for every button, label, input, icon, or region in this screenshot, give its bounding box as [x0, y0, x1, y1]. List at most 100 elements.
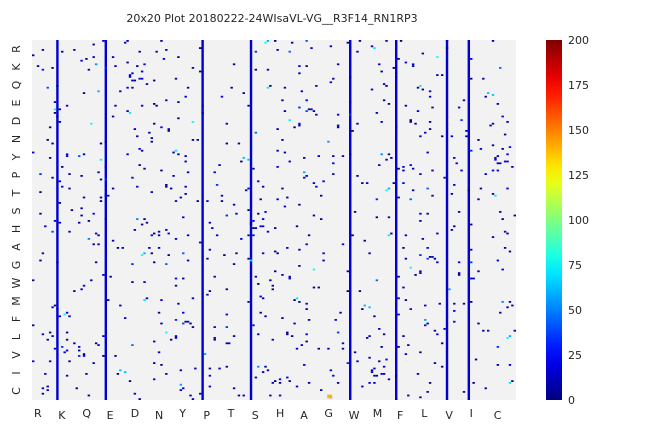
heatmap-cell: [179, 369, 183, 372]
heatmap-cell: [506, 121, 509, 123]
heatmap-cell: [305, 340, 308, 343]
heatmap-cell: [436, 232, 439, 235]
heatmap-cell: [73, 342, 76, 345]
heatmap-cell: [496, 155, 500, 157]
heatmap-cell: [385, 189, 388, 192]
heatmap-cell: [281, 187, 284, 190]
heatmap-cell: [254, 131, 258, 134]
heatmap-cell: [126, 153, 129, 156]
heatmap-cell: [160, 126, 163, 129]
y-tick-label: K: [10, 63, 23, 71]
heatmap-cell: [131, 263, 134, 265]
heatmap-cell: [349, 130, 352, 132]
heatmap-cell: [482, 329, 485, 332]
heatmap-cell: [467, 189, 471, 192]
heatmap-cell: [167, 254, 170, 256]
heatmap-cell: [436, 56, 439, 58]
heatmap-cell: [392, 182, 395, 184]
heatmap-cell: [174, 335, 178, 337]
heatmap-cell: [80, 207, 83, 210]
heatmap-cell: [274, 250, 277, 253]
heatmap-cell: [165, 49, 168, 51]
heatmap-cell: [51, 230, 54, 233]
heatmap-cell: [131, 86, 134, 89]
heatmap-cell: [143, 218, 146, 220]
heatmap-cell: [136, 218, 139, 220]
heatmap-cell: [293, 299, 296, 301]
heatmap-cell: [225, 365, 229, 368]
heatmap-cell: [191, 297, 195, 300]
heatmap-cell: [174, 284, 178, 287]
x-tick-label: M: [373, 407, 383, 420]
heatmap-cell: [213, 326, 216, 328]
heatmap-cell: [346, 41, 350, 44]
heatmap-cell: [494, 157, 497, 159]
x-tick-label: P: [203, 409, 210, 422]
heatmap-cell: [445, 47, 449, 49]
heatmap-cell: [46, 385, 49, 388]
heatmap-cell: [511, 380, 514, 382]
colorbar-tick-label: 150: [568, 124, 589, 137]
y-tick-label: T: [10, 189, 23, 197]
heatmap-cell: [457, 272, 461, 274]
heatmap-cell: [153, 103, 156, 105]
heatmap-cell: [382, 365, 386, 368]
heatmap-cell: [220, 200, 224, 202]
heatmap-cell: [174, 337, 178, 339]
x-tick-label: Q: [82, 407, 91, 420]
heatmap-cell: [298, 248, 301, 251]
heatmap-cell: [32, 151, 35, 154]
heatmap-cell: [436, 333, 439, 336]
heatmap-cell: [198, 241, 202, 244]
heatmap-cell: [453, 157, 456, 159]
heatmap-cell: [486, 92, 490, 94]
heatmap-cell: [378, 360, 381, 363]
heatmap-cell: [426, 151, 429, 154]
heatmap-cell: [404, 234, 408, 237]
x-tick-label: A: [300, 409, 308, 422]
heatmap-cell: [479, 148, 483, 150]
heatmap-cell: [274, 40, 277, 42]
heatmap-cell: [380, 153, 383, 156]
heatmap-cell: [213, 275, 216, 278]
heatmap-cell: [36, 65, 40, 67]
heatmap-cell: [94, 232, 98, 235]
heatmap-cell: [349, 76, 352, 78]
heatmap-cell: [286, 376, 289, 379]
heatmap-cell: [254, 227, 258, 229]
heatmap-cell: [172, 151, 175, 154]
heatmap-cell: [143, 281, 146, 283]
heatmap-cell: [225, 142, 229, 145]
heatmap-cell: [41, 387, 45, 390]
heatmap-cell: [191, 121, 195, 123]
heatmap-cell: [182, 277, 185, 280]
heatmap-cell: [416, 86, 420, 89]
heatmap-cell: [402, 286, 405, 289]
heatmap-cell: [271, 382, 274, 384]
heatmap-cell: [281, 139, 284, 141]
heatmap-cell: [102, 335, 105, 337]
heatmap-cell: [486, 329, 490, 332]
heatmap-cell: [254, 50, 258, 53]
heatmap-cell: [266, 40, 270, 42]
heatmap-cell: [58, 121, 62, 123]
heatmap-cell: [431, 256, 434, 258]
heatmap-cell: [44, 225, 47, 228]
heatmap-cell: [281, 317, 284, 319]
heatmap-cell: [416, 110, 420, 112]
heatmap-cell: [53, 101, 57, 103]
heatmap-cell: [462, 391, 466, 393]
heatmap-cell: [426, 257, 429, 260]
colorbar-tick-label: 100: [568, 214, 589, 227]
heatmap-cell: [257, 365, 260, 368]
heatmap-cell: [356, 122, 359, 125]
heatmap-cell: [416, 373, 420, 375]
heatmap-cell: [157, 247, 161, 249]
heatmap-cell: [491, 122, 495, 125]
heatmap-cell: [123, 317, 127, 319]
heatmap-cell: [82, 353, 86, 355]
heatmap-cell: [397, 346, 400, 348]
heatmap-cell: [419, 270, 422, 273]
heatmap-cell: [138, 164, 141, 166]
heatmap-cell: [421, 52, 425, 55]
